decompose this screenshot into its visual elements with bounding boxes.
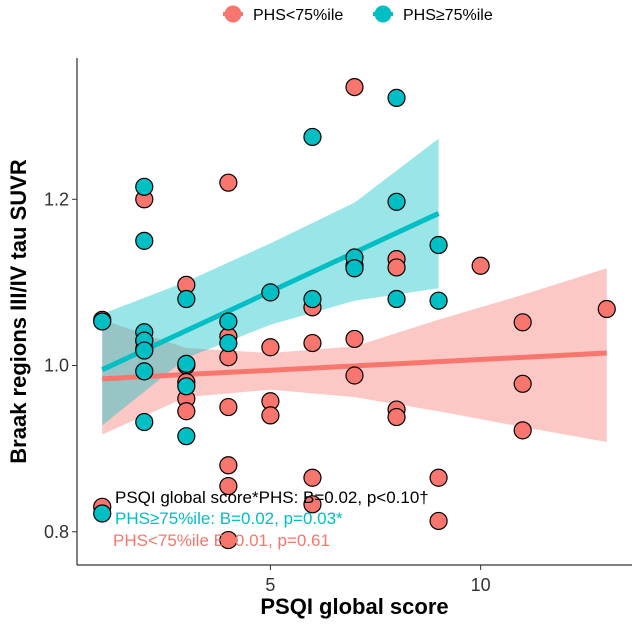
point-phs-75-ile-22: [303, 468, 322, 487]
annotations: PSQI global score*PHS: B=0.02, p<0.10† PH…: [113, 488, 429, 550]
legend-key-phs-75-ile: [224, 5, 242, 23]
point-phs-75-ile-6: [135, 341, 154, 360]
point-phs-75-ile-26: [345, 329, 364, 349]
point-phs-75-ile-11: [177, 377, 196, 396]
point-phs-75-ile-37: [513, 421, 532, 440]
point-phs-75-ile-15: [261, 283, 280, 302]
axes: 0.8 1.0 1.2 5 10 PSQI global score Braak regio…: [6, 58, 632, 619]
point-phs-75-ile-34: [471, 256, 490, 275]
point-phs-75-ile-8: [135, 412, 154, 432]
point-phs-75-ile-12: [177, 427, 196, 446]
x-tick-label: 10: [471, 575, 491, 595]
y-axis-title: Braak regions III/IV tau SUVR: [6, 159, 31, 464]
point-phs-75-ile-21: [387, 192, 406, 211]
y-tick-label: 1.2: [44, 189, 69, 209]
point-phs-75-ile-27: [345, 366, 364, 385]
y-tick-label: 1.0: [44, 356, 69, 376]
point-phs-75-ile-33: [429, 511, 448, 531]
point-phs-75-ile-17: [261, 338, 280, 357]
legend-label-phs-75-ile: PHS<75%ile: [253, 7, 343, 24]
point-phs-75-ile-9: [177, 402, 196, 421]
point-phs-75-ile-16: [219, 530, 238, 550]
point-phs-75-ile-9: [177, 289, 196, 309]
x-axis-title: PSQI global score: [260, 594, 448, 619]
point-phs-75-ile-13: [219, 312, 238, 331]
point-phs-75-ile-36: [513, 374, 532, 393]
legend-label-phs-75-ile: PHS≥75%ile: [403, 7, 493, 24]
point-phs-75-ile-23: [429, 235, 448, 255]
point-phs-75-ile-29: [387, 258, 406, 277]
point-phs-75-ile-38: [597, 299, 616, 319]
point-phs-75-ile-21: [303, 333, 322, 353]
x-tick-label: 5: [265, 575, 275, 595]
annotation-2: PHS≥75%ile: B=0.02, p=0.03*: [115, 509, 343, 528]
point-phs-75-ile-3: [135, 231, 154, 250]
point-phs-75-ile-22: [387, 289, 406, 309]
point-phs-75-ile-35: [513, 313, 532, 332]
point-phs-75-ile-14: [219, 456, 238, 475]
point-phs-75-ile-20: [387, 88, 406, 107]
point-phs-75-ile-2: [135, 177, 154, 196]
point-phs-75-ile-13: [219, 397, 238, 417]
point-phs-75-ile-7: [135, 362, 154, 381]
point-phs-75-ile-1: [93, 504, 112, 523]
point-phs-75-ile-10: [177, 354, 196, 373]
annotation-1: PSQI global score*PHS: B=0.02, p<0.10†: [115, 488, 429, 507]
y-tick-label: 0.8: [44, 522, 69, 542]
point-phs-75-ile-32: [429, 468, 448, 487]
point-phs-75-ile-31: [387, 407, 406, 427]
legend: PHS<75%ile PHS≥75%ile: [223, 5, 493, 24]
point-phs-75-ile-15: [219, 476, 238, 496]
ci-band-phs-75-ile: [102, 138, 439, 426]
point-phs-75-ile-24: [429, 291, 448, 310]
annotation-3: PHS<75%ile B<0.01, p=0.61: [113, 531, 330, 550]
confidence-bands: [102, 138, 607, 442]
point-phs-75-ile-24: [345, 77, 364, 97]
point-phs-75-ile-0: [93, 312, 112, 331]
point-phs-75-ile-19: [345, 259, 364, 278]
data-points: [93, 77, 616, 550]
point-phs-75-ile-23: [303, 495, 322, 514]
ci-band-phs-75-ile: [102, 268, 607, 442]
point-phs-75-ile-14: [219, 333, 238, 353]
point-phs-75-ile-10: [219, 173, 238, 192]
point-phs-75-ile-19: [261, 406, 280, 425]
point-phs-75-ile-16: [303, 127, 322, 147]
legend-key-phs-75-ile: [374, 5, 392, 23]
point-phs-75-ile-17: [303, 289, 322, 309]
